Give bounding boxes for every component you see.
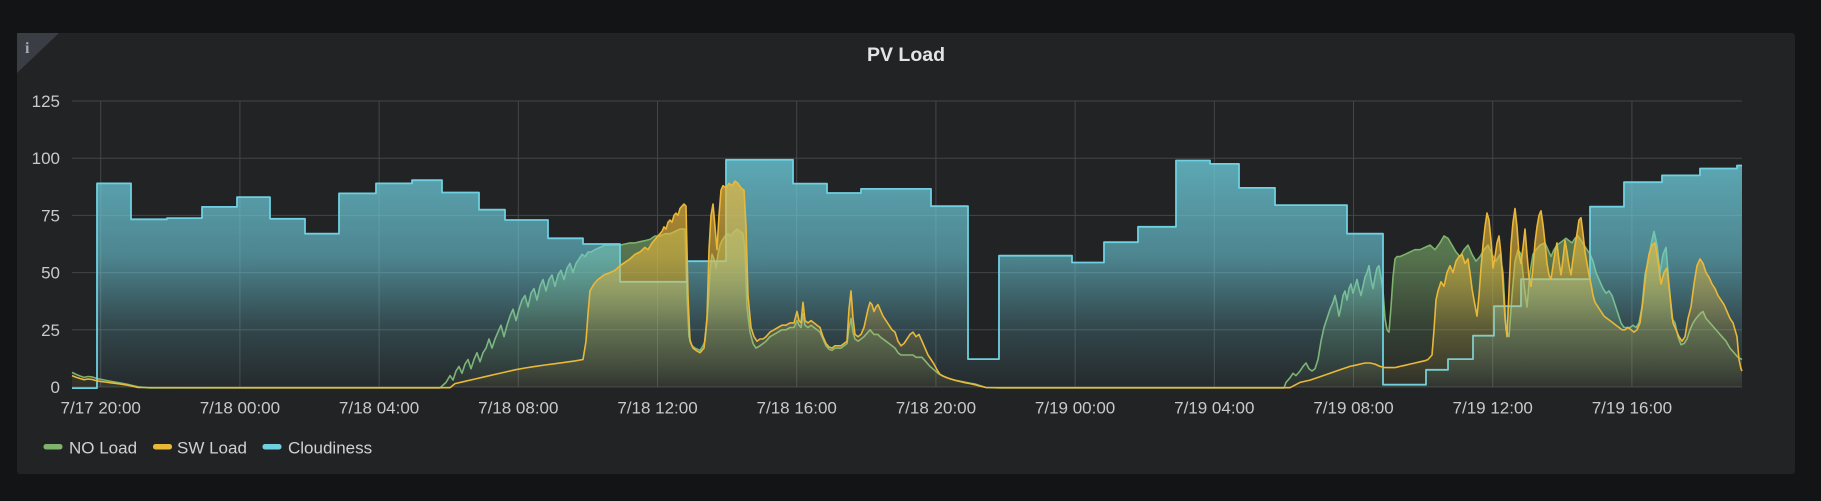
svg-text:7/18 20:00: 7/18 20:00	[896, 399, 976, 418]
svg-text:7/18 08:00: 7/18 08:00	[478, 399, 558, 418]
svg-text:PV Load: PV Load	[867, 44, 945, 66]
svg-text:7/18 12:00: 7/18 12:00	[617, 399, 697, 418]
svg-text:7/19 12:00: 7/19 12:00	[1453, 399, 1533, 418]
svg-text:i: i	[25, 40, 30, 57]
svg-text:7/19 16:00: 7/19 16:00	[1592, 399, 1672, 418]
svg-text:125: 125	[32, 92, 60, 111]
svg-text:SW Load: SW Load	[177, 439, 247, 458]
svg-text:7/18 00:00: 7/18 00:00	[200, 399, 280, 418]
svg-text:7/17 20:00: 7/17 20:00	[61, 399, 141, 418]
svg-text:50: 50	[41, 264, 60, 283]
svg-text:25: 25	[41, 321, 60, 340]
svg-text:75: 75	[41, 206, 60, 225]
svg-text:7/18 04:00: 7/18 04:00	[339, 399, 419, 418]
svg-text:NO Load: NO Load	[69, 439, 137, 458]
svg-text:Cloudiness: Cloudiness	[288, 439, 372, 458]
svg-text:7/19 00:00: 7/19 00:00	[1035, 399, 1115, 418]
svg-text:100: 100	[32, 149, 60, 168]
svg-text:7/19 04:00: 7/19 04:00	[1174, 399, 1254, 418]
svg-text:0: 0	[51, 378, 60, 397]
svg-text:7/18 16:00: 7/18 16:00	[757, 399, 837, 418]
svg-text:7/19 08:00: 7/19 08:00	[1313, 399, 1393, 418]
